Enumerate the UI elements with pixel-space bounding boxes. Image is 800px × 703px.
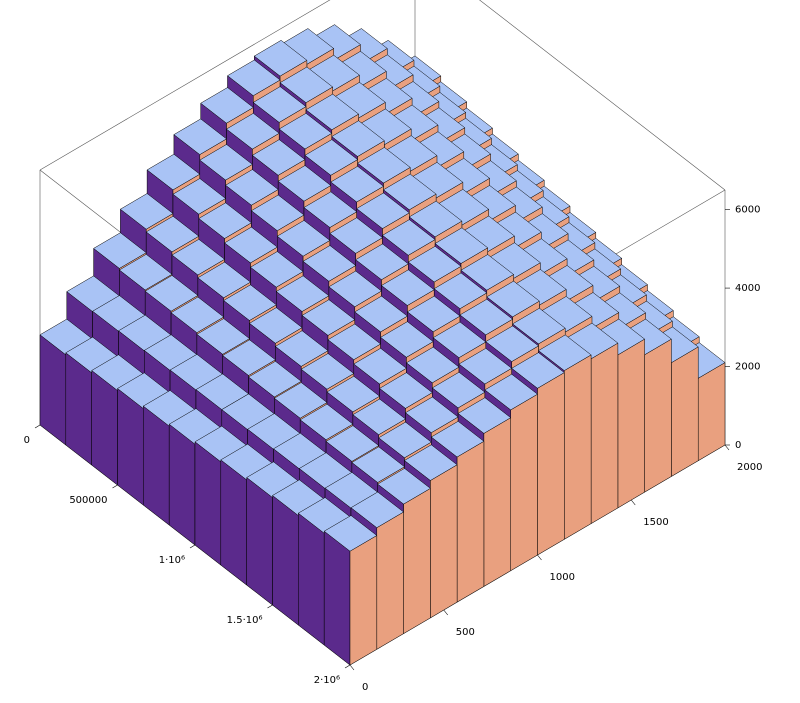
x-tick-label: 2000 <box>737 462 762 473</box>
bar-top <box>330 166 384 203</box>
x-tick <box>537 554 542 561</box>
bar-side-x <box>117 388 144 506</box>
bar-side-y <box>403 488 431 634</box>
bar <box>323 515 378 666</box>
bar-top <box>433 272 488 309</box>
y-tick <box>267 604 273 609</box>
y-tick-label: 2·10⁶ <box>314 675 340 686</box>
x-tick <box>631 499 636 506</box>
z-tick-label: 6000 <box>735 205 760 216</box>
bar-top <box>350 491 404 528</box>
bar-top <box>485 325 539 362</box>
bar-top <box>434 227 488 264</box>
x-tick-label: 1000 <box>550 572 575 583</box>
z-tick-label: 0 <box>735 440 741 451</box>
bar-top <box>459 298 513 336</box>
x-tick-label: 0 <box>362 682 368 693</box>
x-tick <box>724 444 730 451</box>
y-tick-label: 1.5·10⁶ <box>227 615 263 626</box>
bar-top <box>331 120 385 157</box>
bar-top <box>278 113 333 150</box>
z-tick-label: 4000 <box>735 283 760 294</box>
y-tick <box>112 484 118 489</box>
bar-top <box>457 397 511 434</box>
bar-top <box>254 40 308 77</box>
bar-side-y <box>564 354 592 540</box>
y-tick <box>344 664 351 669</box>
bar-top <box>357 147 411 184</box>
bar-top <box>383 173 437 211</box>
bar-side-y <box>644 338 672 493</box>
bar-top <box>409 200 463 238</box>
x-tick <box>443 609 448 616</box>
y-tick-label: 500000 <box>69 495 107 506</box>
box-edge <box>479 0 726 191</box>
bar-side-y <box>483 417 511 587</box>
bar-top <box>512 307 566 345</box>
bar-side-y <box>537 372 565 556</box>
bar-side-y <box>590 342 619 524</box>
y-tick <box>34 424 41 429</box>
bar-side-x <box>246 477 273 606</box>
y-tick <box>189 544 196 549</box>
bar-top <box>404 444 458 481</box>
bar-top <box>227 59 281 96</box>
bar-top <box>356 192 410 229</box>
bar-side-x <box>272 495 299 626</box>
bar-side-y <box>617 338 645 509</box>
bar-side-x <box>298 512 325 646</box>
bar-side-x <box>143 405 170 526</box>
bar-top <box>460 254 514 291</box>
bar-side-y <box>349 535 378 666</box>
y-tick-label: 0 <box>24 435 30 446</box>
bar-top <box>377 468 431 505</box>
x-tick-label: 1500 <box>643 517 668 528</box>
bar-top <box>484 373 538 411</box>
x-tick <box>349 664 355 671</box>
bar-top <box>486 280 540 318</box>
bar-top <box>382 219 436 256</box>
bar-top <box>511 352 565 389</box>
box-edge <box>39 0 331 171</box>
bar-side-y <box>376 511 404 650</box>
y-tick-label: 1·10⁶ <box>159 555 185 566</box>
bar-side-x <box>323 530 351 666</box>
bar-side-x <box>194 441 222 566</box>
bar-side-y <box>456 441 485 603</box>
bar-top <box>538 334 592 371</box>
bar-side-y <box>697 362 726 461</box>
bar-top <box>304 139 358 176</box>
bar-side-x <box>168 423 196 546</box>
bar-top <box>253 86 307 123</box>
bar-side-x <box>220 459 247 586</box>
bar-side-y <box>671 346 699 477</box>
x-tick-label: 500 <box>456 627 475 638</box>
z-tick-label: 2000 <box>735 362 760 373</box>
bar-side-y <box>510 393 538 571</box>
bar-top <box>323 515 378 552</box>
bar-top <box>279 66 333 103</box>
bar-top <box>305 93 359 131</box>
bar-side-y <box>430 464 458 619</box>
bar-top <box>408 246 462 283</box>
bar-top <box>431 421 485 458</box>
